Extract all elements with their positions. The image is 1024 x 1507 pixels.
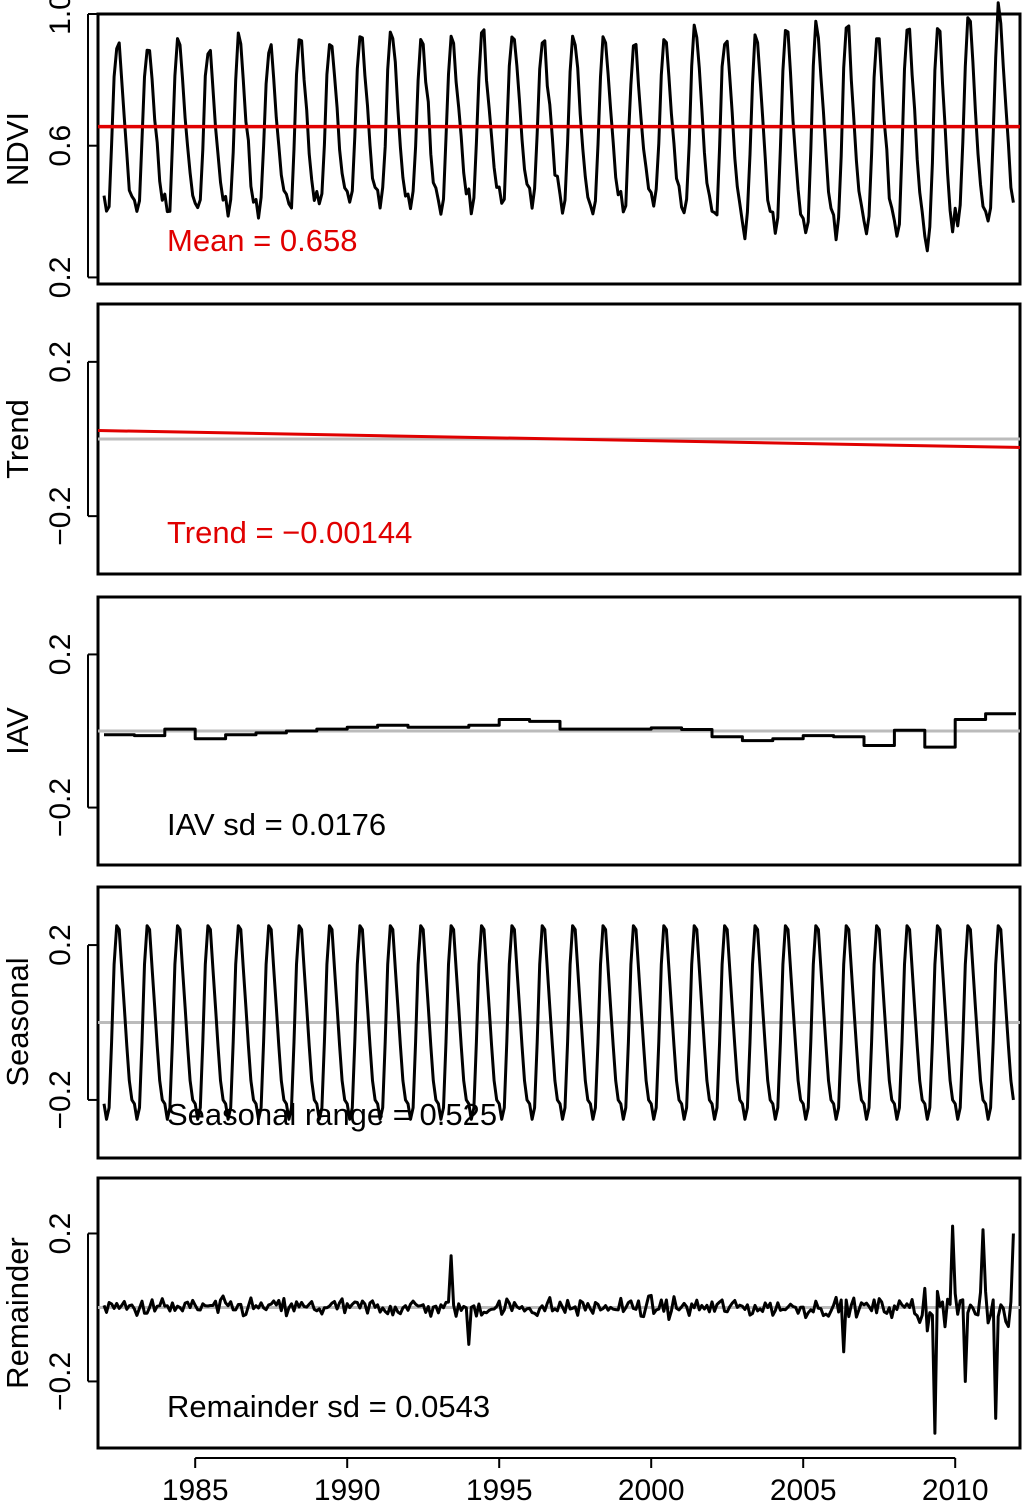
panel-ndvi: 0.2 0.6 1.0 NDVI Mean = 0.658	[0, 0, 1022, 298]
panel-seasonal-ylabel: Seasonal	[0, 957, 35, 1086]
panel-remainder-annotation: Remainder sd = 0.0543	[167, 1389, 490, 1424]
panel-remainder: −0.2 0.2 Remainder Remainder sd = 0.0543	[0, 1176, 1022, 1450]
series-line-remainder	[102, 1224, 1015, 1435]
panel-iav: −0.2 0.2 IAV IAV sd = 0.0176	[0, 595, 1022, 867]
panel-seasonal: −0.2 0.2 Seasonal Seasonal range = 0.525	[0, 885, 1022, 1160]
panel-iav-yticks: −0.2 0.2	[44, 634, 98, 837]
ytick-label: 0.2	[44, 341, 77, 383]
panel-trend-yticks: −0.2 0.2	[44, 341, 98, 546]
ytick-label: 0.2	[44, 634, 77, 676]
xtick-label: 2005	[770, 1474, 837, 1507]
panel-trend-annotation: Trend = −0.00144	[167, 515, 412, 550]
panel-ndvi-yticks: 0.2 0.6 1.0	[44, 0, 98, 298]
ytick-label: −0.2	[44, 1070, 77, 1129]
xtick-label: 2000	[618, 1474, 685, 1507]
ytick-label: −0.2	[44, 778, 77, 837]
ytick-label: 0.2	[44, 924, 77, 966]
xtick-label: 1990	[314, 1474, 381, 1507]
panel-iav-annotation: IAV sd = 0.0176	[167, 807, 386, 842]
ytick-label: −0.2	[44, 487, 77, 546]
panel-iav-plot	[98, 712, 1020, 749]
series-line-iav	[104, 712, 1016, 749]
panel-seasonal-plot	[98, 924, 1020, 1121]
trend-line	[97, 429, 1021, 449]
ytick-label: 0.6	[44, 125, 77, 167]
xtick-label: 1995	[466, 1474, 533, 1507]
ytick-label: 0.2	[44, 1213, 77, 1255]
panel-ndvi-frame	[96, 12, 1022, 286]
panel-ndvi-ylabel: NDVI	[0, 112, 35, 186]
panel-seasonal-yticks: −0.2 0.2	[44, 924, 98, 1130]
panel-remainder-yticks: −0.2 0.2	[44, 1213, 98, 1411]
xtick-label: 2010	[922, 1474, 989, 1507]
panel-ndvi-plot	[98, 1, 1020, 253]
panel-trend-plot	[97, 429, 1021, 449]
panel-remainder-ylabel: Remainder	[0, 1237, 35, 1389]
ytick-label: 1.0	[44, 0, 77, 35]
x-axis: 1985 1990 1995 2000 2005 2010	[162, 1457, 989, 1507]
xtick-label: 1985	[162, 1474, 229, 1507]
panel-trend-ylabel: Trend	[0, 399, 35, 479]
series-line-ndvi	[102, 1, 1015, 253]
ytick-label: 0.2	[44, 257, 77, 299]
panel-seasonal-annotation: Seasonal range = 0.525	[167, 1097, 497, 1132]
panel-iav-ylabel: IAV	[0, 707, 35, 755]
series-line-seasonal	[102, 924, 1015, 1121]
panel-remainder-plot	[98, 1224, 1020, 1435]
panel-trend: −0.2 0.2 Trend Trend = −0.00144	[0, 302, 1022, 576]
panel-ndvi-annotation: Mean = 0.658	[167, 223, 357, 258]
panel-remainder-frame	[96, 1176, 1022, 1450]
ytick-label: −0.2	[44, 1352, 77, 1411]
